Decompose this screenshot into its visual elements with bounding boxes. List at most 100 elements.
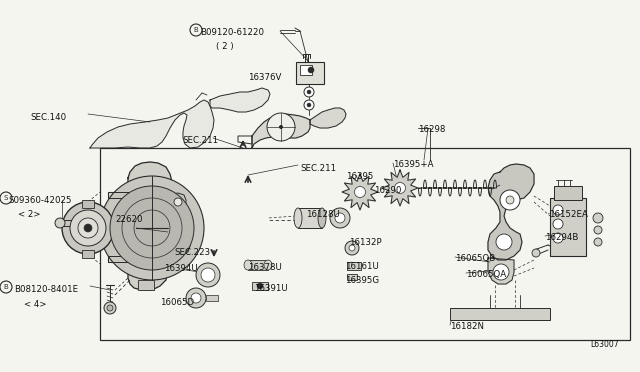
Circle shape <box>532 249 540 257</box>
Circle shape <box>593 213 603 223</box>
Circle shape <box>308 67 314 73</box>
Circle shape <box>307 103 311 107</box>
Circle shape <box>280 125 282 128</box>
Text: 16182N: 16182N <box>450 322 484 331</box>
Circle shape <box>553 219 563 229</box>
Circle shape <box>100 176 204 280</box>
Bar <box>252 282 268 290</box>
Circle shape <box>267 113 295 141</box>
Circle shape <box>196 263 220 287</box>
Polygon shape <box>488 258 514 284</box>
Circle shape <box>330 208 350 228</box>
Ellipse shape <box>318 208 326 228</box>
Text: < 2>: < 2> <box>18 210 40 219</box>
Text: 16290: 16290 <box>374 186 401 195</box>
Polygon shape <box>128 162 172 290</box>
Polygon shape <box>108 256 128 262</box>
Circle shape <box>349 245 355 251</box>
Text: B: B <box>4 284 8 290</box>
Text: B08120-8401E: B08120-8401E <box>14 285 78 294</box>
Bar <box>298 208 322 228</box>
Polygon shape <box>488 164 534 260</box>
Text: 16065D: 16065D <box>160 298 194 307</box>
Circle shape <box>553 205 563 215</box>
Text: B09120-61220: B09120-61220 <box>200 28 264 37</box>
Text: SEC.223: SEC.223 <box>174 248 210 257</box>
Text: 16395G: 16395G <box>345 276 379 285</box>
Circle shape <box>104 302 116 314</box>
Circle shape <box>553 233 563 243</box>
Circle shape <box>62 202 114 254</box>
Text: 16128U: 16128U <box>306 210 340 219</box>
Circle shape <box>394 183 406 193</box>
Text: B: B <box>194 27 198 33</box>
Text: 16294B: 16294B <box>545 233 579 242</box>
Bar <box>347 262 361 270</box>
Circle shape <box>201 268 215 282</box>
Circle shape <box>186 288 206 308</box>
Text: S: S <box>4 195 8 201</box>
Bar <box>550 198 586 256</box>
Circle shape <box>257 283 263 289</box>
Polygon shape <box>90 100 214 148</box>
Circle shape <box>304 100 314 110</box>
Bar <box>248 260 268 270</box>
Bar <box>82 200 94 208</box>
Text: 16065QB: 16065QB <box>455 254 495 263</box>
Text: < 4>: < 4> <box>24 300 47 309</box>
Circle shape <box>345 241 359 255</box>
Circle shape <box>110 186 194 270</box>
Circle shape <box>107 305 113 311</box>
Text: S09360-42025: S09360-42025 <box>8 196 72 205</box>
Polygon shape <box>168 238 190 254</box>
Ellipse shape <box>244 260 252 270</box>
Polygon shape <box>168 193 186 212</box>
Circle shape <box>500 190 520 210</box>
Text: 16376V: 16376V <box>248 73 282 82</box>
Ellipse shape <box>264 260 272 270</box>
Bar <box>206 295 218 301</box>
Polygon shape <box>342 174 378 210</box>
Bar <box>296 62 324 84</box>
Bar <box>138 280 154 290</box>
Text: 16298: 16298 <box>418 125 445 134</box>
Text: 16395+A: 16395+A <box>393 160 433 169</box>
Polygon shape <box>210 88 270 112</box>
Bar <box>60 220 78 226</box>
Text: 16391U: 16391U <box>254 284 288 293</box>
Circle shape <box>304 87 314 97</box>
Circle shape <box>496 234 512 250</box>
Polygon shape <box>382 170 418 206</box>
Text: 16152EA: 16152EA <box>549 210 588 219</box>
Circle shape <box>78 218 98 238</box>
Text: SEC.211: SEC.211 <box>300 164 336 173</box>
Ellipse shape <box>294 208 302 228</box>
Polygon shape <box>252 114 310 148</box>
Circle shape <box>55 218 65 228</box>
Circle shape <box>84 224 92 232</box>
Bar <box>347 274 357 280</box>
Circle shape <box>506 196 514 204</box>
Circle shape <box>191 293 201 303</box>
Circle shape <box>335 213 345 223</box>
Bar <box>100 148 630 340</box>
Circle shape <box>355 186 365 198</box>
Bar <box>450 308 550 320</box>
Circle shape <box>594 226 602 234</box>
Text: L63007: L63007 <box>590 340 619 349</box>
Circle shape <box>70 210 106 246</box>
Polygon shape <box>108 192 128 198</box>
Text: 16161U: 16161U <box>345 262 379 271</box>
Bar <box>300 65 312 75</box>
Text: 16132P: 16132P <box>349 238 381 247</box>
Text: SEC.140: SEC.140 <box>30 113 66 122</box>
Text: 16394U: 16394U <box>164 264 198 273</box>
Text: SEC.211: SEC.211 <box>182 136 218 145</box>
Text: ( 2 ): ( 2 ) <box>216 42 234 51</box>
Circle shape <box>307 90 311 94</box>
Text: 16065QA: 16065QA <box>466 270 506 279</box>
Polygon shape <box>310 108 346 128</box>
Bar <box>554 186 582 200</box>
Circle shape <box>174 198 182 206</box>
Text: 16378U: 16378U <box>248 263 282 272</box>
